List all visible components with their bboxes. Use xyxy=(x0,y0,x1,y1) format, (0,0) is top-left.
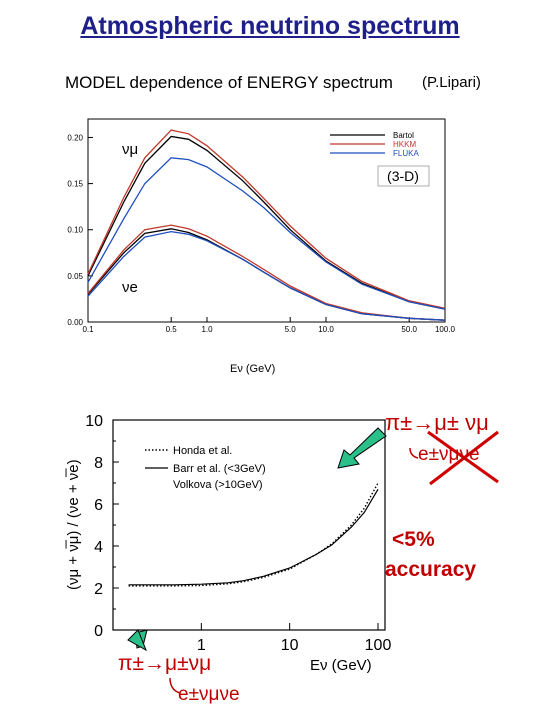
page-title: Atmospheric neutrino spectrum xyxy=(80,12,460,40)
nue-curve-label: νe xyxy=(122,279,138,296)
decay-low-line2: e±νμνe xyxy=(178,684,240,705)
bottom-series-honda xyxy=(128,482,379,587)
bottom-y-tick-label: 4 xyxy=(94,539,103,556)
top-x-tick-label: 0.1 xyxy=(82,325,94,334)
bottom-x-tick-label: 100 xyxy=(365,637,392,654)
bottom-x-tick-label: 10 xyxy=(281,637,299,654)
top-x-axis-label: Eν (GeV) xyxy=(230,363,275,375)
hook-icon xyxy=(169,677,181,694)
top-legend-label: Bartol xyxy=(393,131,414,140)
bottom-series-barr-volkova xyxy=(128,488,379,586)
top-series-hkkm-numu xyxy=(87,129,446,309)
numu-curve-label: νμ xyxy=(122,141,138,158)
three-d-tag: (3-D) xyxy=(387,168,419,184)
top-series-hkkm-nue xyxy=(87,224,446,321)
decay-high-line2: e±νμνe xyxy=(418,444,480,465)
bottom-y-tick-label: 2 xyxy=(94,581,103,598)
bottom-y-tick-label: 6 xyxy=(94,497,103,514)
bottom-y-tick-label: 8 xyxy=(94,455,103,472)
top-x-tick-label: 0.5 xyxy=(166,325,178,334)
decay-high-line1: π±→μ± νμ xyxy=(385,410,489,435)
top-chart-title: MODEL dependence of ENERGY spectrum xyxy=(65,73,393,92)
arrow-icon xyxy=(127,629,148,652)
bottom-plot-area: 0 2 4 6 8 10 1 10 100 Honda et al. Barr et al. (<3… xyxy=(85,413,391,654)
top-chart-author: (P.Lipari) xyxy=(422,74,481,91)
decay-low-line1: π±→μ±νμ xyxy=(118,652,212,675)
accuracy-line2: accuracy xyxy=(385,558,477,581)
top-y-tick-label: 0.10 xyxy=(67,226,83,235)
three-d-tag-box xyxy=(377,165,430,187)
bottom-legend-label: Barr et al. (<3GeV) xyxy=(173,463,266,475)
bottom-legend-label: Honda et al. xyxy=(173,445,232,457)
top-series-bartol-numu xyxy=(87,135,446,310)
top-chart: MODEL dependence of ENERGY spectrum (P.L… xyxy=(65,73,481,375)
top-x-tick-label: 5.0 xyxy=(285,325,297,334)
top-x-tick-label: 100.0 xyxy=(435,325,456,334)
top-x-tick-label: 50.0 xyxy=(401,325,417,334)
top-y-tick-label: 0.15 xyxy=(67,180,83,189)
top-x-tick-label: 1.0 xyxy=(201,325,213,334)
bottom-x-tick-label: 1 xyxy=(197,637,206,654)
top-y-tick-label: 0.20 xyxy=(67,133,83,142)
top-y-tick-label: 0.00 xyxy=(67,318,83,327)
top-plot-frame xyxy=(87,118,446,323)
top-legend-label: FLUKA xyxy=(393,149,419,158)
cross-icon xyxy=(427,430,499,486)
bottom-y-tick-label: 0 xyxy=(94,623,103,640)
top-y-tick-label: 0.05 xyxy=(67,272,83,281)
top-series-fluka-nue xyxy=(87,230,446,321)
bottom-y-axis-label: (νμ + ν̅μ) / (νe + ν̅e) xyxy=(65,459,82,590)
arrow-icon xyxy=(337,427,387,469)
bottom-chart: 0 2 4 6 8 10 1 10 100 Honda et al. Barr et al. (<3… xyxy=(65,413,391,674)
bottom-legend-label: Volkova (>10GeV) xyxy=(173,479,263,491)
top-plot-area: 0.00 0.05 0.10 0.15 0.20 0.1 0.5 1.0 5.0 10.0 50.0… xyxy=(67,118,456,334)
top-series-fluka-numu xyxy=(87,157,446,310)
bottom-x-axis-label: Eν (GeV) xyxy=(310,657,372,674)
hook-icon xyxy=(409,447,419,459)
top-x-tick-label: 10.0 xyxy=(318,325,334,334)
top-legend-label: HKKM xyxy=(393,140,416,149)
accuracy-line1: <5% xyxy=(392,528,435,551)
bottom-y-tick-label: 10 xyxy=(85,413,103,430)
